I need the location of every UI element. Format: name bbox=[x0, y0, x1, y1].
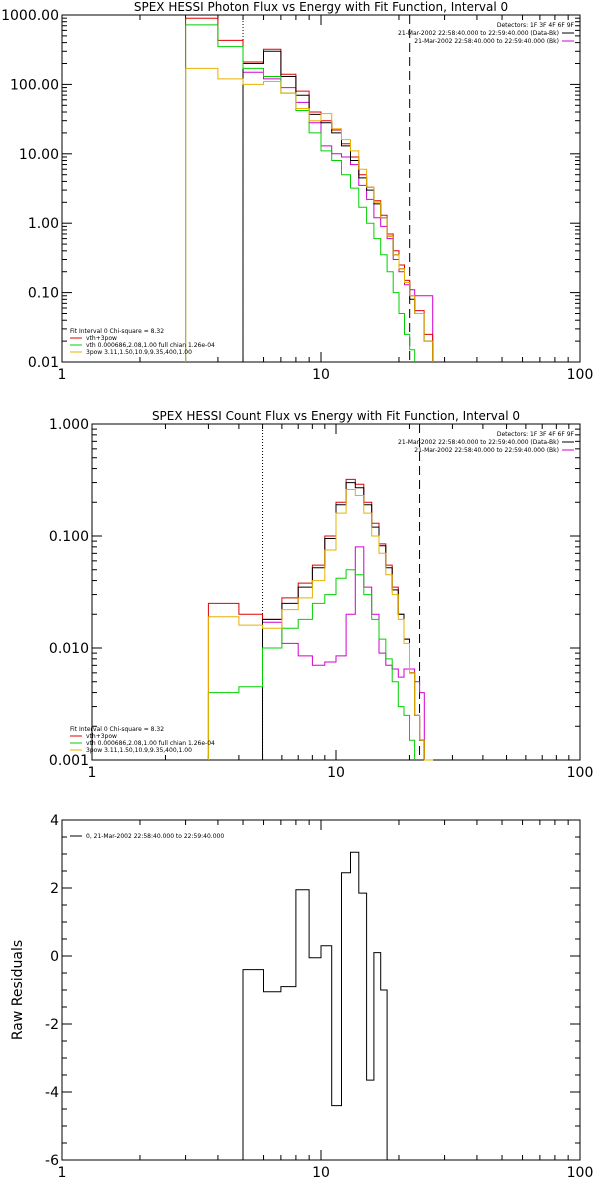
y-tick-label: 100.00 bbox=[10, 77, 59, 93]
series-magenta-histogram bbox=[262, 546, 425, 760]
series-yellow-histogram bbox=[207, 489, 434, 761]
x-tick-label: 10 bbox=[327, 765, 345, 781]
x-tick-label: 1 bbox=[58, 1165, 67, 1181]
series-black-histogram bbox=[262, 482, 434, 761]
y-tick-label: -4 bbox=[45, 1085, 59, 1101]
legend-entry: Detectors: 1F 3F 4F 6F 9F bbox=[497, 22, 575, 29]
series-yellow-histogram bbox=[185, 67, 434, 362]
x-tick-label: 100 bbox=[567, 367, 594, 383]
legend-entry: vth+3pow bbox=[86, 733, 117, 740]
series-green-histogram bbox=[185, 24, 416, 362]
chart-panel-3: 1 10 100 -6 -4 -2 0 2 4 Raw Residuals 0, 21-Mar-20… bbox=[10, 813, 593, 1181]
y-tick-label: -2 bbox=[45, 1017, 59, 1033]
series-black-histogram bbox=[242, 851, 388, 1160]
legend-entry: 21-Mar-2002 22:58:40.000 to 22:59:40.000… bbox=[414, 38, 559, 45]
x-tick-label: 100 bbox=[567, 765, 594, 781]
chart-title: SPEX HESSI Count Flux vs Energy with Fit… bbox=[152, 409, 520, 423]
chart-panel-2: SPEX HESSI Count Flux vs Energy with Fit… bbox=[49, 409, 593, 781]
chart-panel-1: SPEX HESSI Photon Flux vs Energy with Fi… bbox=[1, 0, 593, 383]
y-tick-label: 0.010 bbox=[49, 641, 89, 657]
legend-entry: 3pow 3.11,1.50,10.9,9.35,400,1.00 bbox=[86, 349, 192, 356]
y-tick-label: 1000.00 bbox=[1, 8, 59, 24]
legend-entry: 21-Mar-2002 22:58:40.000 to 22:59:40.000… bbox=[398, 30, 559, 37]
y-tick-label: 10.00 bbox=[19, 147, 59, 163]
y-tick-label: 2 bbox=[50, 881, 59, 897]
y-tick-label: 0.001 bbox=[49, 753, 89, 769]
y-tick-label: 0.10 bbox=[28, 286, 59, 302]
y-tick-label: -6 bbox=[45, 1153, 59, 1169]
x-tick-label: 10 bbox=[312, 1165, 330, 1181]
x-tick-label: 1 bbox=[88, 765, 97, 781]
plot-frame bbox=[61, 819, 581, 1161]
y-tick-label: 0.01 bbox=[28, 355, 59, 371]
x-tick-label: 10 bbox=[312, 367, 330, 383]
legend-entry: Fit Interval 0 Chi-square = 8.32 bbox=[70, 328, 164, 335]
legend-entry: vth 0.000686,2.08,1.00 full chian 1.26e-… bbox=[86, 342, 215, 349]
y-tick-label: 0 bbox=[50, 949, 59, 965]
chart-title: SPEX HESSI Photon Flux vs Energy with Fi… bbox=[134, 0, 508, 14]
plot-frame bbox=[61, 14, 581, 363]
legend-entry: 21-Mar-2002 22:58:40.000 to 22:59:40.000… bbox=[398, 439, 559, 446]
legend-entry: 0, 21-Mar-2002 22:58:40.000 to 22:59:40.… bbox=[86, 833, 224, 840]
legend-entry: Fit Interval 0 Chi-square = 8.32 bbox=[70, 726, 164, 733]
legend-entry: Detectors: 1F 3F 4F 6F 9F bbox=[497, 431, 575, 438]
legend-entry: vth+3pow bbox=[86, 335, 117, 342]
series-red-histogram bbox=[185, 17, 434, 362]
series-green-histogram bbox=[207, 569, 416, 760]
y-tick-label: 0.100 bbox=[49, 529, 89, 545]
legend-entry: 3pow 3.11,1.50,10.9,9.35,400,1.00 bbox=[86, 747, 192, 754]
legend-entry: vth 0.000686,2.08,1.00 full chian 1.26e-… bbox=[86, 740, 215, 747]
y-axis-label: Raw Residuals bbox=[10, 940, 26, 1040]
x-tick-label: 100 bbox=[567, 1165, 594, 1181]
legend-entry: 21-Mar-2002 22:58:40.000 to 22:59:40.000… bbox=[414, 447, 559, 454]
y-tick-label: 1.000 bbox=[49, 417, 89, 433]
y-tick-label: 1.00 bbox=[28, 216, 59, 232]
legend-top-left: 0, 21-Mar-2002 22:58:40.000 to 22:59:40.… bbox=[70, 833, 224, 840]
legend-bottom-left: Fit Interval 0 Chi-square = 8.32vth+3pow… bbox=[70, 328, 215, 356]
legend-bottom-left: Fit Interval 0 Chi-square = 8.32vth+3pow… bbox=[70, 726, 215, 754]
x-tick-label: 1 bbox=[58, 367, 67, 383]
y-tick-label: 4 bbox=[50, 813, 59, 829]
